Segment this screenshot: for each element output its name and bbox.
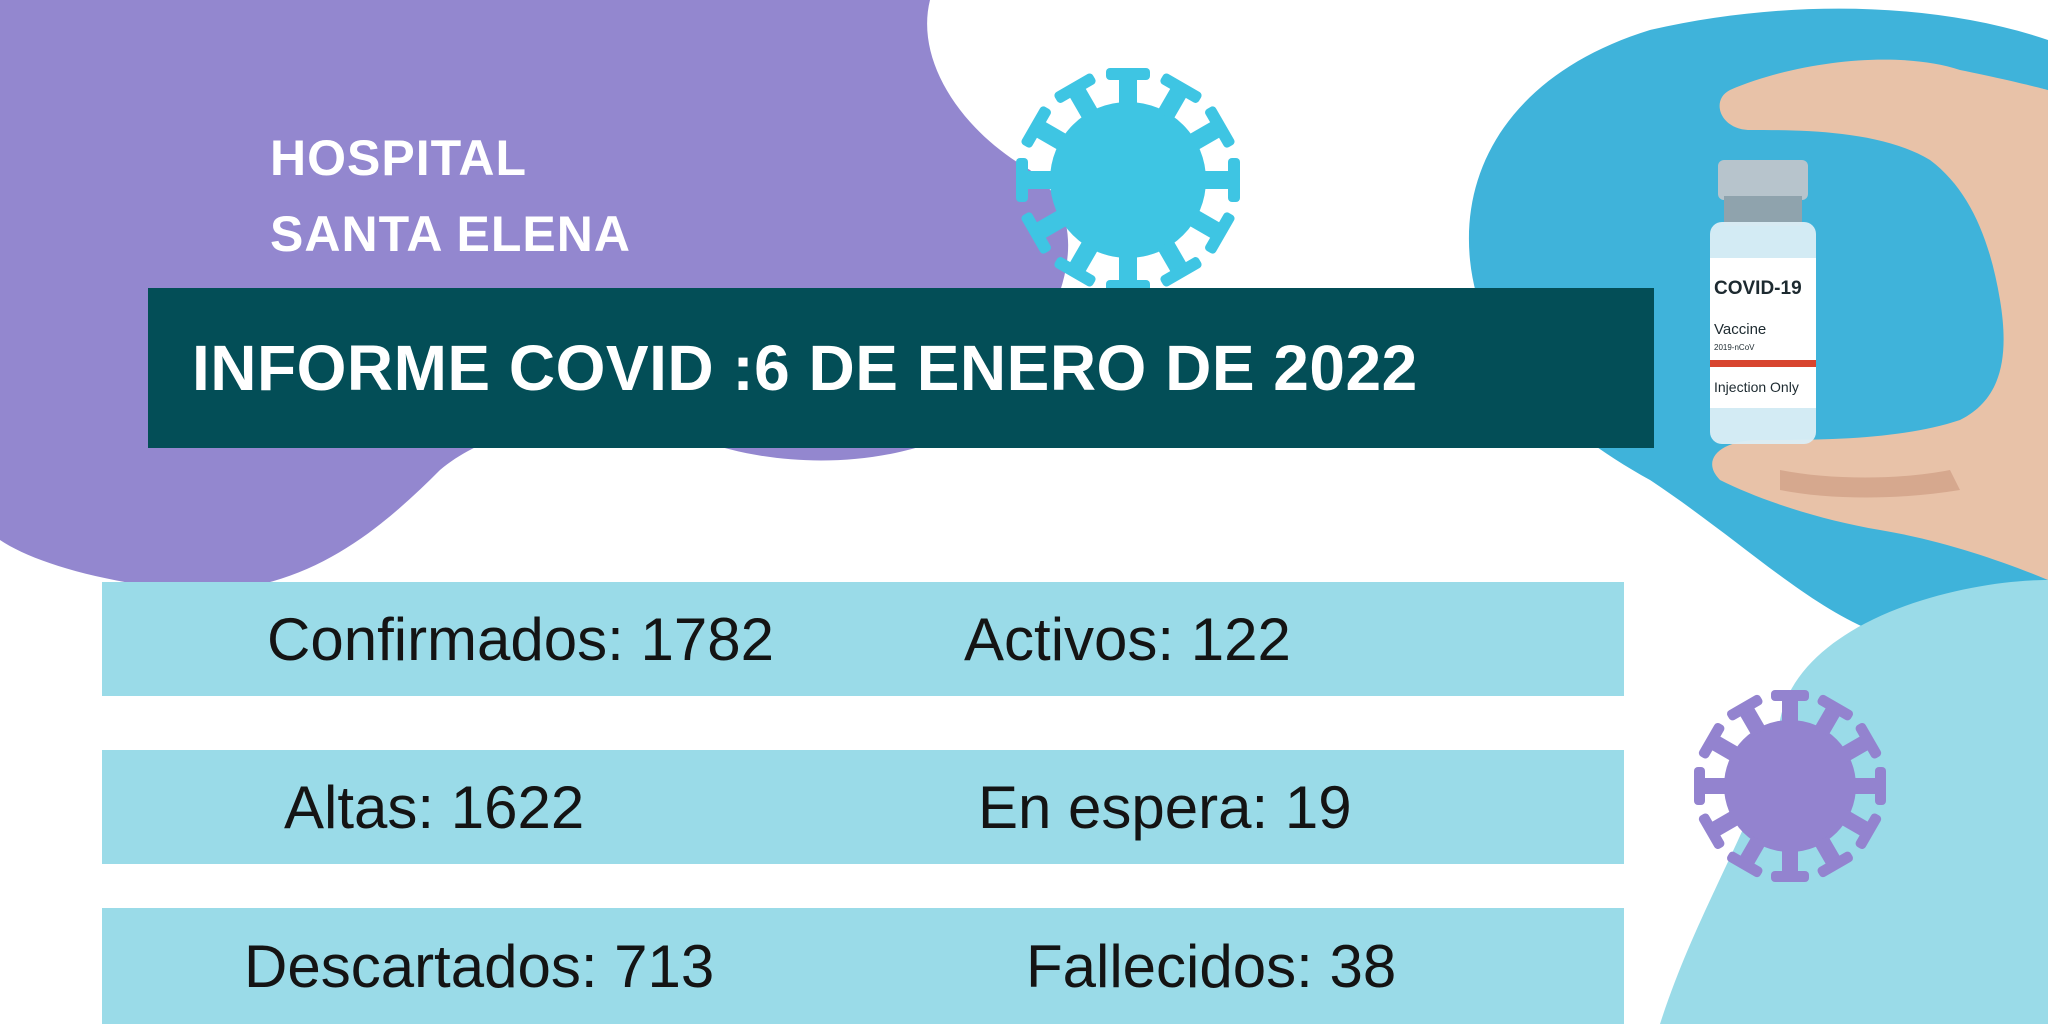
vial-note: Injection Only — [1714, 379, 1799, 395]
stat-confirmados: Confirmados: 1782 — [267, 605, 774, 673]
hospital-name: HOSPITAL SANTA ELENA — [270, 120, 631, 272]
stat-activos: Activos: 122 — [964, 605, 1291, 673]
vial-product: Vaccine — [1714, 321, 1766, 338]
hospital-name-line1: HOSPITAL — [270, 130, 528, 186]
stat-en-espera: En espera: 19 — [978, 773, 1352, 841]
stat-fallecidos: Fallecidos: 38 — [1026, 932, 1397, 1000]
vial-brand: COVID-19 — [1714, 278, 1802, 299]
stats-row-2: Altas: 1622 En espera: 19 — [102, 750, 1624, 864]
report-title-banner: INFORME COVID :6 DE ENERO DE 2022 — [148, 288, 1654, 448]
stats-row-3: Descartados: 713 Fallecidos: 38 — [102, 908, 1624, 1024]
hand-image — [1712, 59, 2048, 581]
stat-descartados: Descartados: 713 — [244, 932, 715, 1000]
virus-icon-purple — [1694, 690, 1886, 882]
stats-row-1: Confirmados: 1782 Activos: 122 — [102, 582, 1624, 696]
vial-code: 2019-nCoV — [1714, 343, 1755, 352]
hospital-name-line2: SANTA ELENA — [270, 206, 631, 262]
stat-altas: Altas: 1622 — [284, 773, 585, 841]
virus-icon-blue — [1016, 68, 1240, 292]
report-title: INFORME COVID :6 DE ENERO DE 2022 — [192, 332, 1418, 404]
vaccine-vial-image: COVID-19 Vaccine 2019-nCoV Injection Onl… — [1710, 160, 1816, 444]
